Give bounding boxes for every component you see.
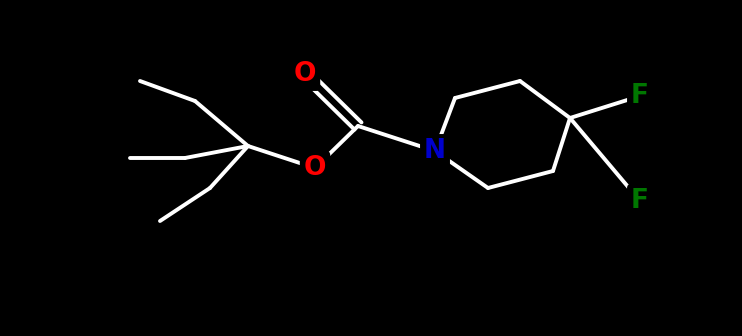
Text: O: O [303,155,326,181]
Text: O: O [294,61,316,87]
Text: F: F [631,188,649,214]
Text: N: N [424,138,446,164]
Text: F: F [631,83,649,109]
